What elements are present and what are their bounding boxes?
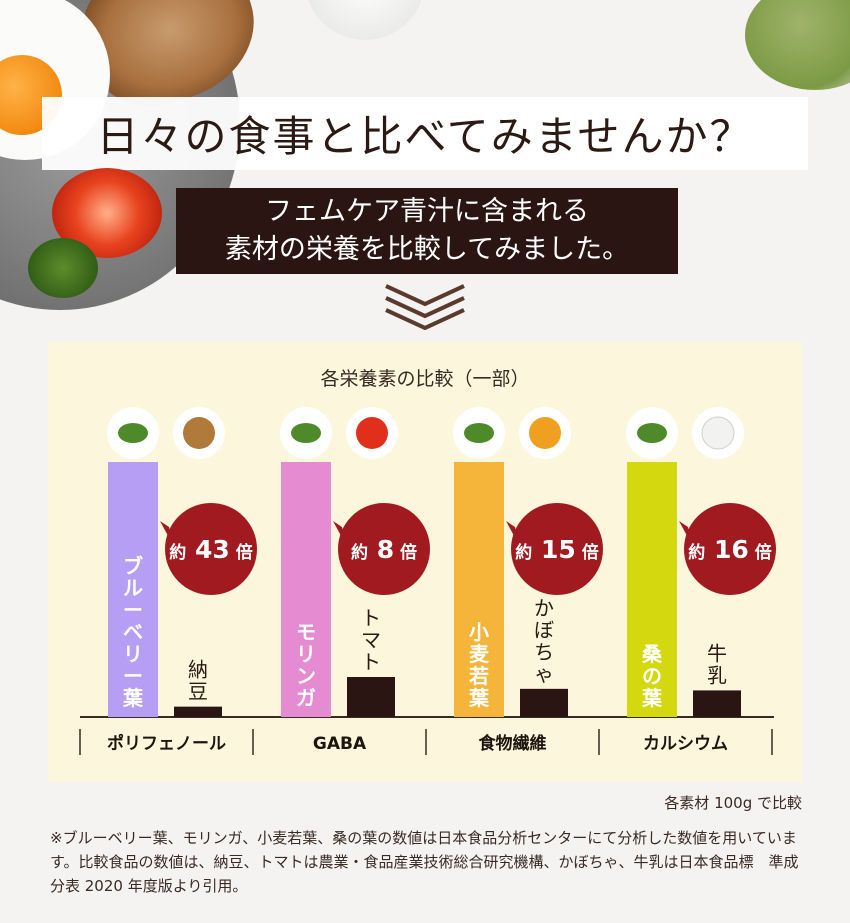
food-label: トマト: [361, 606, 381, 674]
ingredient-label: ブルーベリー葉: [122, 554, 144, 710]
chevron-down-icon: [385, 284, 465, 330]
food-label: かぼちゃ: [534, 596, 554, 686]
chart-title: 各栄養素の比較（一部）: [320, 368, 530, 390]
subtitle-line-1: フェムケア青汁に含まれる: [265, 196, 589, 227]
ratio-label: 約 16 倍: [688, 535, 771, 564]
ingredient-bar: [454, 462, 504, 717]
category-label: カルシウム: [643, 734, 728, 754]
subtitle-line-2: 素材の栄養を比較してみました。: [224, 234, 630, 265]
ingredient-bar: [627, 462, 677, 717]
food-bar: [174, 706, 222, 717]
milk-icon-shape: [701, 416, 735, 450]
food-bar: [347, 677, 395, 717]
title-banner: 日々の食事と比べてみませんか？: [42, 97, 808, 170]
comparison-basis-note: 各素材 100g で比較: [664, 794, 802, 812]
ingredient-bar: [108, 462, 158, 717]
ratio-bubble: [165, 503, 257, 595]
tomato-icon-shape: [356, 417, 388, 449]
moringa-icon-shape: [291, 423, 321, 443]
blueberry-leaf-icon-shape: [118, 423, 148, 443]
ratio-bubble: [338, 503, 430, 595]
food-bar: [693, 690, 741, 717]
category-label: 食物繊維: [479, 733, 547, 754]
page-title: 日々の食事と比べてみませんか？: [96, 112, 754, 161]
ratio-label: 約 8 倍: [351, 535, 417, 564]
comparison-panel: 各栄養素の比較（一部） ブルーベリー葉納豆 約 43 倍ポリフェノール モリンガ トマ…: [48, 342, 802, 782]
subtitle-banner: フェムケア青汁に含まれる 素材の栄養を比較してみました。: [176, 188, 678, 274]
mulberry-leaf-icon-shape: [637, 423, 667, 443]
wheat-leaf-icon-shape: [464, 423, 494, 443]
ingredient-label: 桑の葉: [641, 642, 663, 710]
green-powder-photo: [745, 0, 850, 90]
natto-icon-shape: [183, 417, 215, 449]
ratio-bubble: [684, 503, 776, 595]
ingredient-label: 小麦若葉: [468, 620, 490, 710]
parsley-photo: [28, 238, 98, 298]
ratio-label: 約 43 倍: [169, 535, 252, 564]
food-label: 牛乳: [707, 641, 727, 687]
ingredient-bar: [281, 462, 331, 717]
category-label: ポリフェノール: [107, 733, 226, 754]
footnote: ※ブルーベリー葉、モリンガ、小麦若葉、桑の葉の数値は日本食品分析センターにて分析…: [50, 829, 799, 895]
ratio-bubble: [511, 503, 603, 595]
food-label: 納豆: [188, 658, 208, 704]
pumpkin-icon-shape: [529, 417, 561, 449]
category-label: GABA: [313, 734, 367, 754]
ratio-label: 約 15 倍: [515, 535, 598, 564]
milk-glass-photo: [305, 0, 425, 40]
ingredient-label: モリンガ: [296, 620, 316, 710]
food-bar: [520, 688, 568, 717]
